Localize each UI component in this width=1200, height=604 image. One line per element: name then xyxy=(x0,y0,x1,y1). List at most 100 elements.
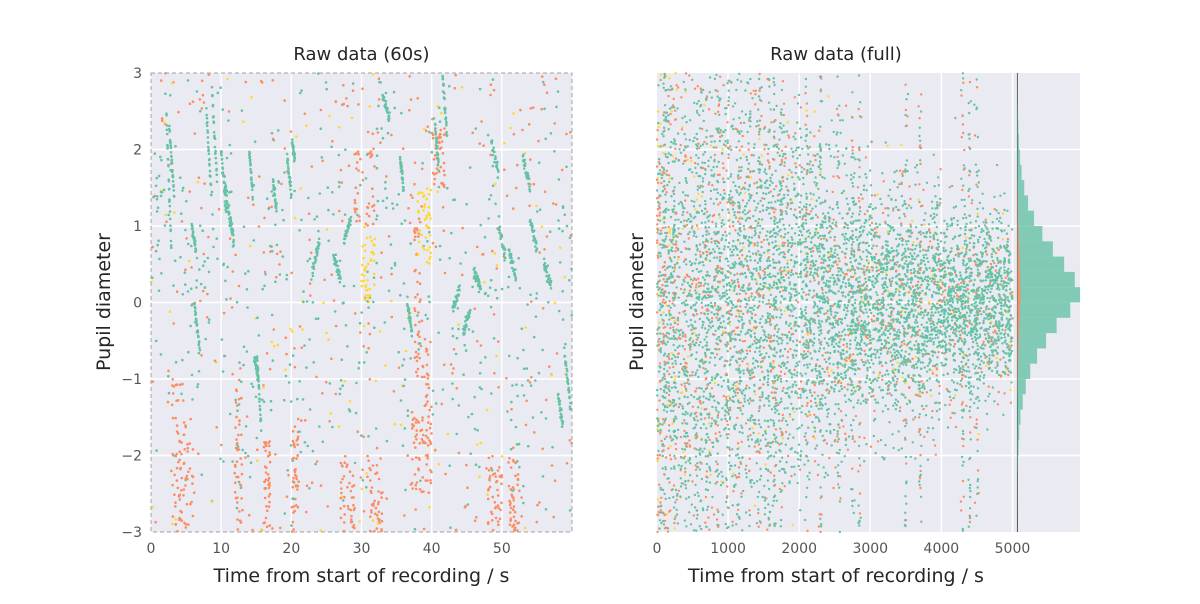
scatter-point xyxy=(826,240,828,242)
scatter-point xyxy=(366,224,369,227)
scatter-point xyxy=(373,253,376,256)
scatter-point xyxy=(555,106,558,109)
scatter-point xyxy=(156,198,159,201)
scatter-point xyxy=(536,247,539,250)
scatter-point xyxy=(190,304,193,307)
scatter-point xyxy=(828,390,830,392)
scatter-point xyxy=(997,403,999,405)
scatter-point xyxy=(754,393,756,395)
scatter-point xyxy=(454,74,457,77)
scatter-point xyxy=(781,419,783,421)
scatter-point xyxy=(923,436,925,438)
scatter-point xyxy=(438,463,441,466)
scatter-point xyxy=(238,285,241,288)
scatter-point xyxy=(787,259,789,261)
scatter-point xyxy=(376,154,379,157)
scatter-point xyxy=(738,364,740,366)
scatter-point xyxy=(391,202,394,205)
scatter-point xyxy=(760,241,762,243)
scatter-point xyxy=(889,189,891,191)
scatter-point xyxy=(491,250,494,253)
scatter-point xyxy=(443,185,446,188)
scatter-point xyxy=(798,388,800,390)
scatter-point xyxy=(795,291,797,293)
scatter-point xyxy=(668,226,670,228)
scatter-point xyxy=(206,316,209,319)
scatter-point xyxy=(503,252,506,255)
scatter-point xyxy=(340,379,343,382)
scatter-point xyxy=(300,219,303,222)
scatter-point xyxy=(309,257,312,260)
scatter-point xyxy=(832,274,834,276)
scatter-point xyxy=(489,475,492,478)
scatter-point xyxy=(787,351,789,353)
scatter-point xyxy=(385,92,388,95)
scatter-point xyxy=(659,501,661,503)
scatter-point xyxy=(923,340,925,342)
scatter-point xyxy=(375,507,378,510)
scatter-point xyxy=(662,152,664,154)
scatter-point xyxy=(482,253,485,256)
scatter-point xyxy=(774,208,776,210)
scatter-point xyxy=(951,412,953,414)
scatter-point xyxy=(510,466,513,469)
scatter-point xyxy=(741,145,743,147)
scatter-point xyxy=(250,179,253,182)
scatter-point xyxy=(418,218,421,221)
scatter-point xyxy=(375,218,378,221)
scatter-point xyxy=(388,114,391,117)
scatter-point xyxy=(417,368,420,371)
scatter-point xyxy=(444,112,447,115)
scatter-point xyxy=(441,403,444,406)
scatter-point xyxy=(294,153,297,156)
scatter-point xyxy=(542,81,545,84)
scatter-point xyxy=(877,440,879,442)
scatter-point xyxy=(497,524,500,527)
scatter-point xyxy=(678,148,680,150)
scatter-point xyxy=(414,484,417,487)
scatter-point xyxy=(426,372,429,375)
scatter-point xyxy=(170,240,173,243)
scatter-point xyxy=(810,210,812,212)
scatter-point xyxy=(793,369,795,371)
scatter-point xyxy=(708,450,710,452)
scatter-point xyxy=(472,330,475,333)
scatter-point xyxy=(758,292,760,294)
scatter-point xyxy=(763,347,765,349)
scatter-point xyxy=(220,154,223,157)
scatter-point xyxy=(276,253,279,256)
scatter-point xyxy=(696,387,698,389)
scatter-point xyxy=(911,358,913,360)
scatter-point xyxy=(807,334,809,336)
scatter-point xyxy=(173,322,176,325)
scatter-point xyxy=(290,194,293,197)
scatter-point xyxy=(797,397,799,399)
scatter-point xyxy=(990,263,992,265)
scatter-point xyxy=(319,529,322,532)
scatter-point xyxy=(172,454,175,457)
scatter-point xyxy=(735,216,737,218)
scatter-point xyxy=(474,428,477,431)
left-y-tick-label: 2 xyxy=(133,143,142,159)
scatter-point xyxy=(752,432,754,434)
scatter-point xyxy=(895,269,897,271)
scatter-point xyxy=(171,384,174,387)
scatter-point xyxy=(753,90,755,92)
scatter-point xyxy=(567,383,570,386)
scatter-point xyxy=(771,391,773,393)
scatter-point xyxy=(346,345,349,348)
scatter-point xyxy=(209,175,212,178)
scatter-point xyxy=(754,209,756,211)
scatter-point xyxy=(757,512,759,514)
scatter-point xyxy=(668,424,670,426)
scatter-point xyxy=(215,162,218,165)
scatter-point xyxy=(249,155,252,158)
scatter-point xyxy=(425,214,428,217)
scatter-point xyxy=(249,476,252,479)
scatter-point xyxy=(943,301,945,303)
scatter-point xyxy=(272,138,275,141)
scatter-point xyxy=(738,73,740,75)
scatter-point xyxy=(246,415,249,418)
scatter-point xyxy=(698,271,700,273)
scatter-point xyxy=(312,275,315,278)
